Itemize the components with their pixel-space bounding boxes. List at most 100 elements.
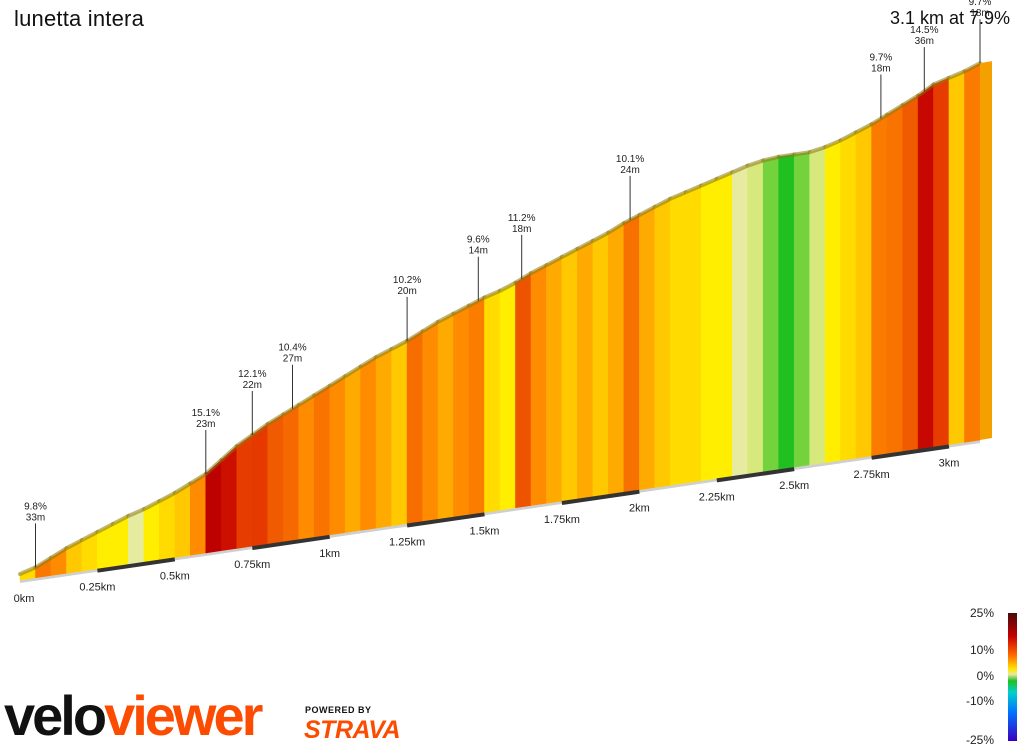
x-tick-label: 2.5km bbox=[779, 480, 809, 492]
annotation-grade: 9.7% bbox=[969, 0, 992, 8]
profile-ridge bbox=[931, 75, 951, 87]
profile-ridge bbox=[838, 130, 859, 143]
profile-ridge bbox=[498, 280, 518, 293]
profile-segment bbox=[546, 256, 563, 504]
profile-ridge bbox=[668, 190, 688, 201]
profile-ridge bbox=[203, 458, 224, 476]
annotation-length: 24m bbox=[620, 165, 639, 176]
profile-segment bbox=[793, 151, 811, 468]
profile-segment bbox=[252, 423, 269, 547]
km-distance-bar bbox=[561, 489, 640, 505]
annotation-length: 20m bbox=[397, 286, 416, 297]
profile-ridge bbox=[157, 491, 177, 504]
profile-ridge bbox=[281, 402, 301, 417]
profile-ridge bbox=[730, 163, 750, 175]
profile-segment bbox=[855, 123, 872, 459]
profile-segment bbox=[561, 248, 578, 502]
x-tick-label: 2.75km bbox=[854, 469, 890, 481]
profile-ridge bbox=[714, 170, 735, 181]
profile-segment bbox=[128, 508, 145, 565]
profile-ridge bbox=[79, 530, 100, 543]
profile-segment bbox=[964, 62, 981, 443]
profile-segment bbox=[391, 340, 408, 527]
profile-end-face bbox=[980, 61, 992, 440]
profile-ridge bbox=[18, 565, 38, 576]
profile-segment bbox=[669, 191, 687, 486]
profile-segment bbox=[685, 185, 702, 484]
x-tick-label: 1.75km bbox=[544, 514, 580, 526]
profile-segment bbox=[840, 131, 857, 461]
profile-ridge bbox=[358, 355, 379, 369]
logo-velo-text: velo bbox=[4, 684, 107, 747]
profile-ridge bbox=[420, 319, 441, 334]
x-tick-label: 1km bbox=[319, 548, 340, 560]
km-distance-bar bbox=[871, 444, 950, 460]
profile-segment bbox=[871, 114, 888, 457]
profile-ridge bbox=[761, 154, 781, 163]
profile-segment bbox=[577, 240, 594, 500]
annotation-length: 18m bbox=[512, 224, 531, 235]
x-tick-label: 1.5km bbox=[470, 525, 500, 537]
profile-segment bbox=[778, 154, 795, 470]
profile-ridge bbox=[234, 433, 255, 448]
x-tick-label: 0.5km bbox=[160, 570, 190, 582]
x-tick-label: 3km bbox=[939, 458, 960, 470]
profile-segment bbox=[375, 348, 392, 529]
x-tick-label: 2.25km bbox=[699, 491, 735, 503]
profile-ridge bbox=[854, 122, 874, 135]
annotation-grade: 11.2% bbox=[508, 213, 536, 224]
profile-segment bbox=[174, 482, 191, 558]
annotation-length: 23m bbox=[196, 419, 215, 430]
profile-segment bbox=[700, 178, 718, 481]
annotation-length: 27m bbox=[283, 354, 302, 365]
profile-ridge bbox=[962, 61, 982, 74]
profile-ridge bbox=[33, 555, 53, 570]
profile-ridge bbox=[219, 444, 239, 462]
profile-segment bbox=[468, 297, 485, 515]
profile-segment bbox=[159, 492, 176, 561]
annotation-grade: 14.5% bbox=[910, 25, 938, 36]
profile-segment bbox=[762, 156, 780, 472]
scale-label-0: 0% bbox=[976, 669, 994, 683]
profile-ridge bbox=[467, 295, 487, 308]
profile-segment bbox=[948, 70, 965, 445]
profile-segment bbox=[824, 139, 841, 463]
chart-title: lunetta intera bbox=[14, 6, 144, 31]
profile-segment bbox=[623, 214, 640, 493]
profile-segment bbox=[530, 264, 547, 506]
profile-ridge bbox=[312, 383, 332, 398]
profile-segment bbox=[654, 198, 671, 488]
profile-segment bbox=[731, 165, 749, 477]
profile-ridge bbox=[529, 263, 549, 276]
profile-ridge bbox=[405, 329, 425, 343]
km-distance-bar bbox=[406, 512, 485, 528]
annotation-length: 33m bbox=[26, 512, 45, 523]
profile-segment bbox=[809, 146, 826, 466]
strava-logo: STRAVA bbox=[304, 716, 401, 744]
annotation-grade: 10.2% bbox=[393, 275, 421, 286]
profile-ridge bbox=[513, 271, 533, 285]
profile-ridge bbox=[327, 374, 348, 388]
profile-segment bbox=[267, 413, 284, 545]
profile-ridge bbox=[343, 364, 363, 379]
powered-by-label: POWERED BY bbox=[305, 705, 372, 715]
profile-ridge bbox=[637, 204, 657, 217]
annotation-length: 36m bbox=[915, 36, 934, 47]
profile-ridge bbox=[482, 288, 502, 300]
profile-ridge bbox=[869, 112, 890, 127]
veloviewer-logo: veloviewer bbox=[4, 688, 263, 744]
profile-segment bbox=[484, 290, 501, 513]
profile-ridge bbox=[590, 230, 611, 243]
km-distance-bar bbox=[97, 557, 176, 573]
profile-segment bbox=[360, 356, 377, 531]
profile-segment bbox=[437, 313, 454, 520]
profile-ridge bbox=[776, 152, 797, 159]
profile-segment bbox=[298, 394, 315, 540]
profile-ridge bbox=[544, 255, 564, 268]
x-tick-label: 0.75km bbox=[234, 559, 270, 571]
profile-ridge bbox=[126, 507, 146, 518]
profile-ridge bbox=[374, 347, 394, 360]
x-tick-label: 0.25km bbox=[79, 582, 115, 594]
x-tick-label: 0km bbox=[14, 593, 35, 605]
